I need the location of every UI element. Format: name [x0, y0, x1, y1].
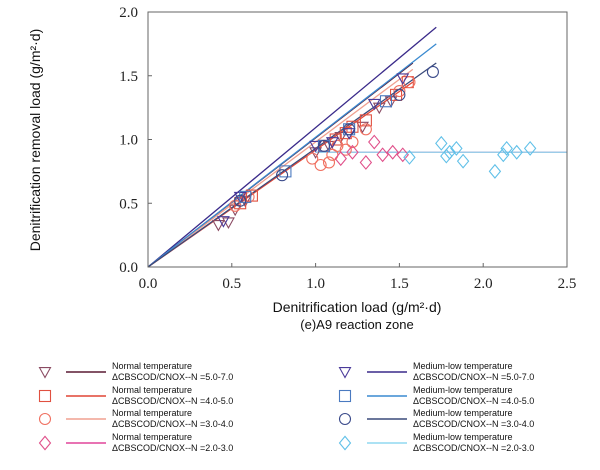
data-point-nt3 — [322, 156, 336, 169]
data-point-nt4 — [396, 147, 409, 163]
data-point-ml4 — [510, 144, 523, 160]
data-point-nt4 — [386, 144, 399, 160]
data-point-nt4 — [334, 151, 347, 167]
data-point-nt1 — [372, 102, 386, 115]
data-point-ml2 — [379, 95, 393, 108]
data-point-ml4 — [523, 140, 537, 156]
legend-ratio: ΔCBSCOD/CNOX--N =2.0-3.0 — [413, 443, 534, 453]
data-point-nt1 — [356, 121, 369, 134]
legend-temperature: Medium-low temperature — [413, 361, 513, 371]
data-point-ml4 — [488, 163, 502, 179]
data-point-nt3 — [339, 143, 352, 156]
chart-caption: (e)A9 reaction zone — [300, 317, 413, 332]
y-tick-label: 0.5 — [119, 196, 138, 212]
data-point-nt4 — [346, 144, 359, 160]
data-point-ml4 — [440, 148, 453, 164]
data-point-nt3 — [306, 152, 319, 165]
legend-marker-nt2 — [38, 389, 52, 403]
x-axis-label: Denitrification load (g/m²·d) — [273, 299, 442, 315]
legend-marker-ml2 — [338, 389, 352, 403]
data-point-nt3 — [359, 123, 372, 136]
legend-ratio: ΔCBSCOD/CNOX--N =4.0-5.0 — [413, 396, 534, 406]
legend-temperature: Medium-low temperature — [413, 385, 513, 395]
x-tick-label: 1.0 — [306, 276, 325, 292]
legend-temperature: Normal temperature — [112, 361, 192, 371]
legend-marker-nt4 — [38, 435, 52, 451]
data-point-nt3 — [346, 136, 359, 149]
x-tick-label: 0.5 — [222, 276, 241, 292]
data-point-nt2 — [359, 114, 372, 127]
data-point-nt4 — [368, 134, 381, 150]
data-point-ml4 — [500, 140, 513, 156]
data-point-ml1 — [216, 216, 230, 228]
legend-marker-nt3 — [38, 412, 52, 426]
fit-line-ml3 — [147, 62, 437, 268]
legend-ratio: ΔCBSCOD/CNOX--N =5.0-7.0 — [112, 372, 233, 382]
data-point-ml3 — [317, 139, 331, 152]
legend-temperature: Medium-low temperature — [413, 408, 513, 418]
data-point-ml3 — [393, 88, 406, 101]
data-point-nt2 — [329, 133, 342, 146]
legend-ratio: ΔCBSCOD/CNOX--N =3.0-4.0 — [413, 419, 534, 429]
x-tick-label: 1.5 — [390, 276, 409, 292]
legend-ratio: ΔCBSCOD/CNOX--N =2.0-3.0 — [112, 443, 233, 453]
fit-line-ml1 — [147, 26, 437, 268]
data-point-ml4 — [456, 153, 470, 169]
legend-ratio: ΔCBSCOD/CNOX--N =3.0-4.0 — [112, 419, 233, 429]
data-point-ml1 — [367, 98, 381, 111]
legend-marker-nt1 — [38, 367, 52, 379]
data-point-nt2 — [389, 88, 403, 101]
data-point-ml4 — [435, 135, 448, 151]
data-point-nt4 — [359, 154, 373, 170]
fit-line-ml2 — [147, 43, 437, 268]
x-axis: 0.0 0.5 1.0 1.5 2.0 2.5 — [139, 263, 577, 292]
y-tick-label: 1.0 — [119, 133, 138, 149]
legend-temperature: Normal temperature — [112, 408, 192, 418]
data-point-ml3 — [276, 169, 289, 182]
legend-marker-ml1 — [338, 367, 352, 379]
x-tick-label: 2.0 — [474, 276, 493, 292]
data-point-ml4 — [497, 147, 510, 163]
data-point-ml4 — [443, 144, 456, 160]
x-tick-label: 2.5 — [558, 276, 577, 292]
legend-marker-ml3 — [338, 412, 352, 426]
plot-area — [147, 26, 567, 268]
legend-ratio: ΔCBSCOD/CNOX--N =4.0-5.0 — [112, 396, 233, 406]
y-axis-label: Denitrification removal load (g/m²·d) — [27, 29, 43, 252]
y-tick-label: 0.0 — [119, 260, 138, 276]
data-point-ml3 — [426, 65, 439, 78]
data-point-nt2 — [339, 127, 352, 140]
data-point-ml4 — [450, 140, 463, 156]
data-point-ml2 — [279, 165, 292, 178]
data-point-ml1 — [396, 73, 410, 85]
legend-temperature: Normal temperature — [112, 432, 192, 442]
legend-temperature: Normal temperature — [112, 385, 192, 395]
legend-temperature: Medium-low temperature — [413, 432, 513, 442]
data-point-ml4 — [403, 149, 416, 165]
data-point-nt1 — [211, 219, 225, 232]
legend-ratio: ΔCBSCOD/CNOX--N =5.0-7.0 — [413, 372, 534, 382]
y-tick-label: 1.5 — [119, 69, 138, 85]
data-point-nt4 — [376, 147, 389, 163]
y-axis: 0.0 0.5 1.0 1.5 2.0 — [119, 5, 152, 276]
data-point-nt3 — [393, 85, 406, 98]
data-point-ml3 — [234, 194, 247, 207]
x-tick-label: 0.0 — [139, 276, 158, 292]
data-point-nt3 — [314, 158, 327, 172]
legend-marker-ml4 — [338, 435, 352, 451]
data-point-ml3 — [343, 123, 356, 136]
data-point-nt1 — [222, 217, 235, 230]
y-tick-label: 2.0 — [119, 5, 138, 21]
